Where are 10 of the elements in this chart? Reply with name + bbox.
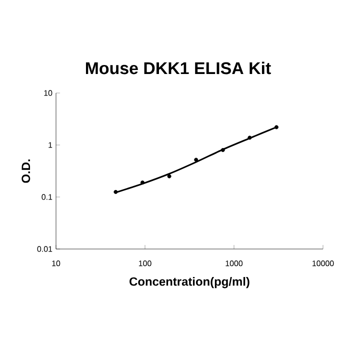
x-axis-title: Concentration(pg/ml) [130, 277, 250, 288]
point [140, 180, 145, 185]
chart-title: Mouse DKK1 ELISA Kit [86, 62, 271, 74]
point [167, 174, 172, 178]
point [114, 190, 118, 194]
y-axis-title: O.D. [22, 160, 30, 183]
point [274, 125, 278, 130]
point [248, 136, 252, 140]
point [194, 158, 198, 162]
point [220, 148, 225, 152]
